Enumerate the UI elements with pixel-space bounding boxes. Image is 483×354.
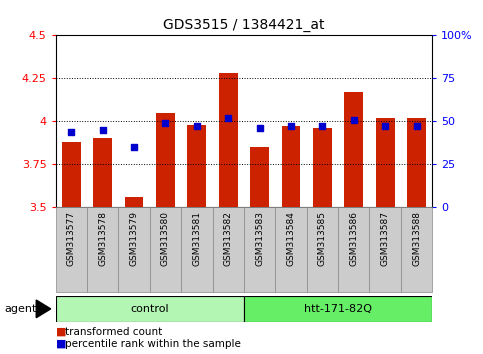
Point xyxy=(350,117,357,122)
Text: GSM313586: GSM313586 xyxy=(349,211,358,266)
Point xyxy=(193,124,201,129)
Point xyxy=(130,144,138,150)
Bar xyxy=(125,197,143,207)
Text: ■: ■ xyxy=(56,327,66,337)
Bar xyxy=(313,128,332,207)
Bar xyxy=(282,126,300,207)
Bar xyxy=(62,142,81,207)
Bar xyxy=(275,207,307,292)
Bar xyxy=(150,207,181,292)
Text: ■: ■ xyxy=(56,339,66,349)
Text: agent: agent xyxy=(5,304,37,314)
Text: GSM313581: GSM313581 xyxy=(192,211,201,266)
Text: GSM313588: GSM313588 xyxy=(412,211,421,266)
Point xyxy=(256,125,264,131)
Title: GDS3515 / 1384421_at: GDS3515 / 1384421_at xyxy=(163,18,325,32)
Bar xyxy=(156,113,175,207)
Point xyxy=(224,115,232,121)
Bar xyxy=(407,118,426,207)
Point xyxy=(412,124,420,129)
Point xyxy=(319,124,327,129)
Point xyxy=(68,129,75,135)
Bar xyxy=(181,207,213,292)
Bar xyxy=(376,118,395,207)
Bar xyxy=(338,207,369,292)
Point xyxy=(161,120,170,126)
Bar xyxy=(187,125,206,207)
Text: GSM313579: GSM313579 xyxy=(129,211,139,266)
Text: GSM313584: GSM313584 xyxy=(286,211,296,266)
Bar xyxy=(93,138,112,207)
Text: htt-171-82Q: htt-171-82Q xyxy=(304,304,372,314)
Bar xyxy=(244,296,432,322)
Bar xyxy=(344,92,363,207)
Point xyxy=(99,127,107,133)
Bar xyxy=(250,147,269,207)
Text: GSM313585: GSM313585 xyxy=(318,211,327,266)
Bar xyxy=(56,296,244,322)
Text: control: control xyxy=(130,304,169,314)
Text: GSM313577: GSM313577 xyxy=(67,211,76,266)
Text: percentile rank within the sample: percentile rank within the sample xyxy=(65,339,241,349)
Bar xyxy=(369,207,401,292)
Bar xyxy=(401,207,432,292)
Bar xyxy=(56,207,87,292)
Text: GSM313583: GSM313583 xyxy=(255,211,264,266)
Text: transformed count: transformed count xyxy=(65,327,162,337)
Text: GSM313580: GSM313580 xyxy=(161,211,170,266)
Bar xyxy=(213,207,244,292)
Bar xyxy=(219,73,238,207)
Text: GSM313578: GSM313578 xyxy=(98,211,107,266)
Point xyxy=(382,124,389,129)
Bar xyxy=(244,207,275,292)
Point xyxy=(287,124,295,129)
Bar xyxy=(307,207,338,292)
Bar xyxy=(118,207,150,292)
Text: GSM313587: GSM313587 xyxy=(381,211,390,266)
Bar xyxy=(87,207,118,292)
Text: GSM313582: GSM313582 xyxy=(224,211,233,266)
